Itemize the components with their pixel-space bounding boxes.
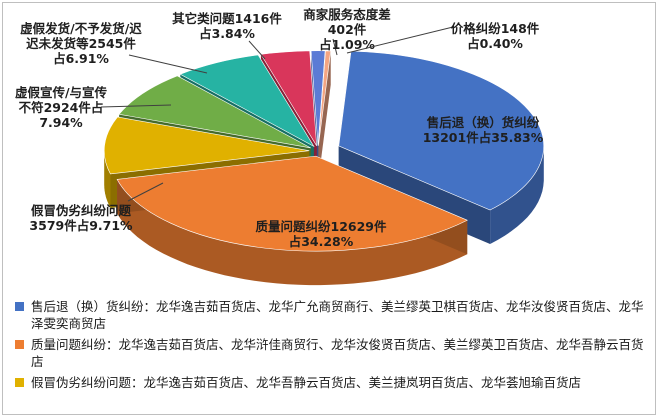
pie-slices [103, 50, 545, 286]
slice-label: 价格纠纷148件占0.40% [451, 21, 540, 51]
slice-label: 假冒伪劣纠纷问题 3579件占9.71% [29, 203, 133, 233]
slice-top [318, 50, 332, 146]
slice-side [117, 179, 468, 286]
slice-labels: 售后退（换）货纠纷 13201件占35.83% 质量问题纠纷12629件占34.28… [15, 7, 544, 249]
legend-swatch [15, 378, 24, 387]
slice-wall [318, 50, 331, 180]
legend-item-returns: 售后退（换）货纠纷：龙华逸吉茹百货店、龙华广允商贸商行、美兰缪英卫棋百货店、龙华… [15, 298, 655, 332]
slice-label: 虚假发货/不予发货/迟迟未发货等2545件占6.91% [20, 21, 142, 66]
legend-text: 售后退（换）货纠纷：龙华逸吉茹百货店、龙华广允商贸商行、美兰缪英卫棋百货店、龙华… [31, 299, 644, 331]
legend-item-quality: 质量问题纠纷：龙华逸吉茹百货店、龙华浒佳商贸行、龙华汝俊贤百货店、美兰缪英卫百货… [15, 336, 655, 370]
slice-top [103, 116, 310, 175]
slice-top [338, 50, 545, 211]
slice-top [118, 75, 311, 149]
slice-top [116, 155, 468, 252]
pie-chart: 售后退（换）货纠纷 13201件占35.83% 质量问题纠纷12629件占34.28… [15, 7, 545, 286]
slice-side [490, 146, 544, 244]
slice-label: 售后退（换）货纠纷 13201件占35.83% [423, 115, 544, 145]
leader-line [332, 38, 338, 56]
slice-top [310, 50, 326, 146]
slice-label: 质量问题纠纷12629件占34.28% [256, 219, 387, 249]
legend-text: 假冒伪劣纠纷问题：龙华逸吉茹百货店、龙华吾静云百货店、美兰捷岚玥百货店、龙华荟旭… [31, 375, 582, 390]
leader-line [100, 104, 172, 108]
leader-line [248, 40, 266, 60]
legend-swatch [15, 302, 24, 311]
chart-frame: 售后退（换）货纠纷 13201件占35.83% 质量问题纠纷12629件占34.28… [2, 2, 656, 415]
slice-top [179, 54, 315, 148]
pie-slice [116, 155, 468, 286]
slice-label: 虚假宣传/与宣传不符2924件占 7.94% [15, 85, 108, 130]
legend: 售后退（换）货纠纷：龙华逸吉茹百货店、龙华广允商贸商行、美兰缪英卫棋百货店、龙华… [15, 298, 655, 395]
slice-side [104, 151, 111, 208]
leader-line [346, 26, 454, 54]
slice-label: 其它类问题1416件占3.84% [172, 11, 282, 41]
legend-swatch [15, 340, 24, 349]
slice-label: 商家服务态度差 402件占1.09% [303, 7, 391, 52]
pie-slice [318, 50, 332, 180]
leader-line [128, 54, 208, 74]
legend-item-counterfeit: 假冒伪劣纠纷问题：龙华逸吉茹百货店、龙华吾静云百货店、美兰捷岚玥百货店、龙华荟旭… [15, 374, 655, 391]
legend-text: 质量问题纠纷：龙华逸吉茹百货店、龙华浒佳商贸行、龙华汝俊贤百货店、美兰缪英卫百货… [31, 337, 644, 369]
leader-line [127, 182, 164, 202]
